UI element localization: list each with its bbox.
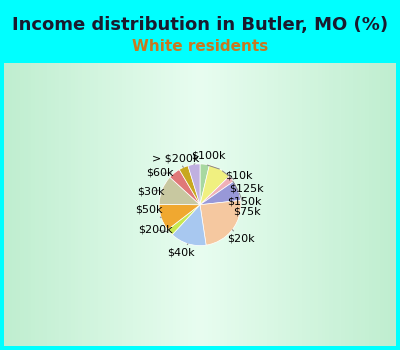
Text: > $200k: > $200k (152, 153, 200, 167)
Text: $30k: $30k (138, 186, 165, 196)
Wedge shape (172, 205, 206, 246)
Wedge shape (159, 177, 200, 205)
Wedge shape (200, 200, 241, 245)
Wedge shape (179, 166, 200, 205)
Wedge shape (200, 165, 229, 205)
Text: $40k: $40k (167, 244, 194, 257)
Text: $50k: $50k (135, 204, 163, 218)
Text: $10k: $10k (207, 165, 252, 180)
Wedge shape (200, 176, 234, 205)
Text: $200k: $200k (138, 225, 173, 235)
Text: $150k: $150k (227, 181, 262, 206)
Text: $125k: $125k (222, 171, 264, 194)
Text: $60k: $60k (146, 168, 174, 178)
Wedge shape (200, 181, 240, 205)
Wedge shape (159, 204, 200, 230)
Wedge shape (168, 205, 200, 235)
Text: $100k: $100k (191, 151, 225, 164)
Text: $20k: $20k (227, 230, 255, 244)
Text: White residents: White residents (132, 38, 268, 54)
Wedge shape (188, 164, 200, 205)
Wedge shape (170, 169, 200, 205)
Text: $75k: $75k (233, 193, 260, 217)
Wedge shape (200, 164, 210, 205)
Text: Income distribution in Butler, MO (%): Income distribution in Butler, MO (%) (12, 16, 388, 34)
